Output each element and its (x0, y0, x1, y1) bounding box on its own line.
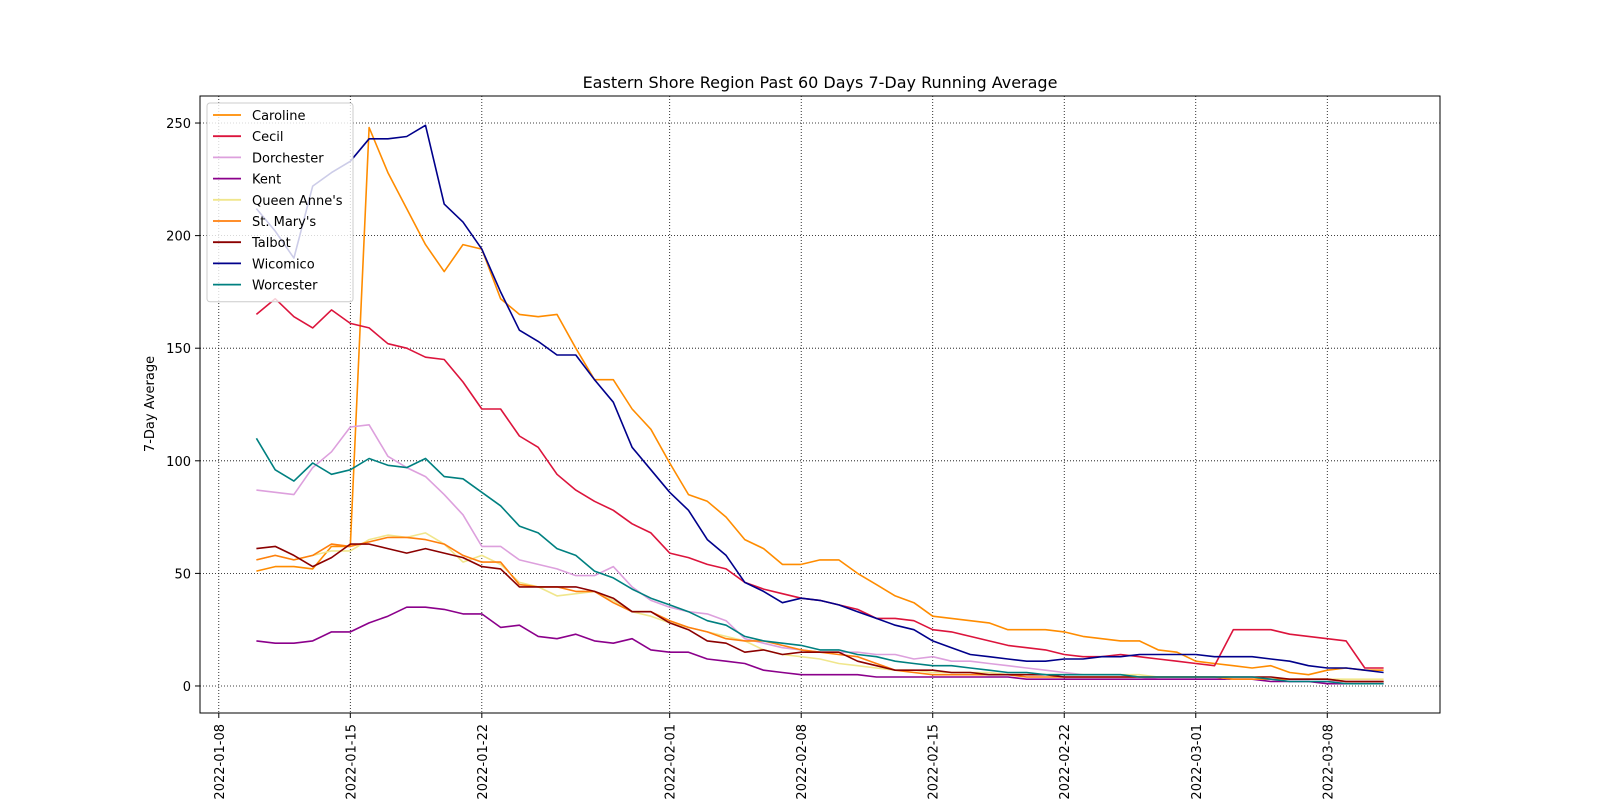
x-axis: 2022-01-08 2022-01-15 2022-01-22 2022-02-01… (213, 713, 1336, 800)
series-line-kent (256, 606, 1384, 685)
series-lines (255, 124, 1384, 685)
y-tick-label: 200 (166, 230, 191, 245)
legend: Caroline Cecil Dorchester Kent Queen Anne's S… (206, 102, 354, 303)
y-axis-label: 7-Day Average (143, 356, 158, 452)
legend-label: Queen Anne's (252, 194, 343, 209)
x-tick-label: 2022-02-08 (795, 724, 810, 800)
x-tick-label: 2022-01-15 (344, 724, 359, 800)
legend-label: Worcester (252, 279, 318, 294)
plot-frame (199, 95, 1441, 714)
series-line-caroline (256, 126, 1384, 676)
x-tick-label: 2022-03-08 (1321, 724, 1336, 800)
y-tick-label: 50 (174, 567, 191, 582)
series-line-worcester (255, 437, 1384, 685)
legend-label: St. Mary's (252, 215, 316, 230)
y-tick-label: 150 (166, 342, 191, 357)
y-tick-label: 100 (166, 455, 191, 470)
legend-frame (206, 102, 354, 303)
x-tick-label: 2022-01-22 (476, 724, 491, 800)
y-tick-label: 0 (183, 680, 191, 695)
x-tick-label: 2022-01-08 (213, 724, 228, 800)
chart-title: Eastern Shore Region Past 60 Days 7-Day … (583, 73, 1058, 92)
x-tick-label: 2022-02-15 (927, 724, 942, 800)
legend-label: Wicomico (252, 257, 315, 272)
legend-label: Kent (252, 173, 281, 188)
y-axis: 0 50 100 150 200 250 (166, 117, 200, 695)
legend-label: Caroline (252, 109, 306, 124)
series-line-wicomico (255, 124, 1384, 674)
legend-label: Dorchester (252, 151, 324, 166)
legend-label: Talbot (251, 236, 291, 251)
x-tick-label: 2022-02-01 (664, 724, 679, 800)
x-tick-label: 2022-02-22 (1058, 724, 1073, 800)
legend-label: Cecil (252, 130, 283, 145)
y-tick-label: 250 (166, 117, 191, 132)
x-tick-label: 2022-03-01 (1190, 724, 1205, 800)
